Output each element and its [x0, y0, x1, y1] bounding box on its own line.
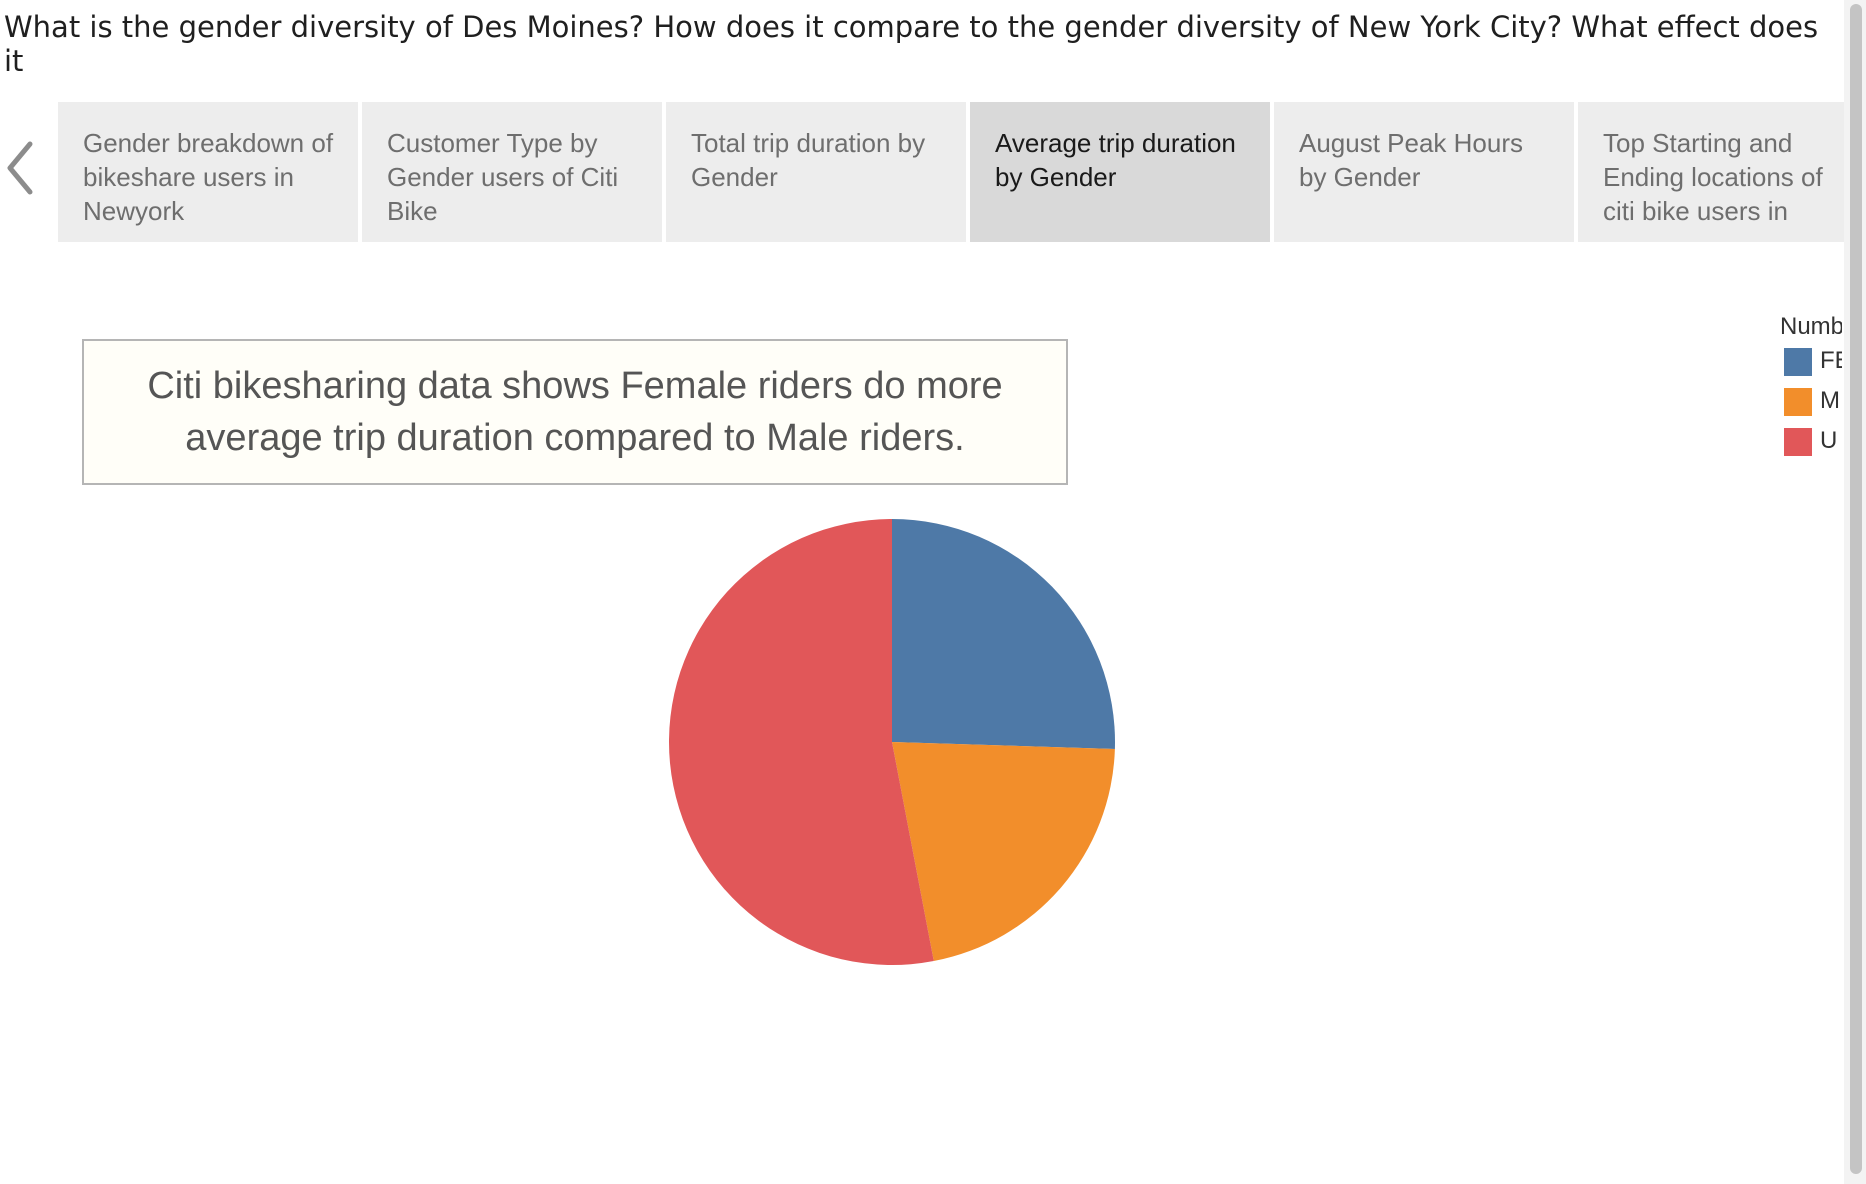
- pie-slice-u[interactable]: [668, 519, 934, 965]
- caption-box: Citi bikesharing data shows Female rider…: [82, 339, 1068, 485]
- scrollbar-thumb[interactable]: [1850, 4, 1862, 1174]
- legend-label: M: [1820, 387, 1840, 414]
- legend-label: FE: [1820, 347, 1842, 374]
- tab-label: August Peak Hours by Gender: [1299, 128, 1524, 192]
- chevron-left-icon: [7, 141, 33, 195]
- legend-swatch: [1784, 388, 1812, 416]
- tab-total-trip-duration[interactable]: Total trip duration by Gender: [666, 102, 966, 242]
- pie-slice-m[interactable]: [892, 742, 1115, 962]
- legend-label: U: [1820, 427, 1838, 454]
- tab-customer-type[interactable]: Customer Type by Gender users of Citi Bi…: [362, 102, 662, 242]
- story-title: What is the gender diversity of Des Moin…: [4, 10, 1819, 80]
- legend-swatch: [1784, 348, 1812, 376]
- story-tabs: Gender breakdown of bikeshare users in N…: [58, 102, 1844, 242]
- vertical-scrollbar[interactable]: [1844, 0, 1866, 1184]
- tab-gender-breakdown[interactable]: Gender breakdown of bikeshare users in N…: [58, 102, 358, 242]
- pie-slice-fe[interactable]: [892, 519, 1115, 750]
- tab-label: Top Starting and Ending locations of cit…: [1603, 128, 1823, 226]
- tab-label: Average trip duration by Gender: [995, 128, 1236, 192]
- tab-august-peak-hours[interactable]: August Peak Hours by Gender: [1274, 102, 1574, 242]
- tab-label: Gender breakdown of bikeshare users in N…: [83, 128, 334, 226]
- legend-title: Numb: [1780, 313, 1842, 340]
- previous-tab-button[interactable]: [0, 138, 48, 206]
- legend: Numb FE M U: [1760, 305, 1842, 475]
- tab-label: Total trip duration by Gender: [691, 128, 926, 192]
- tab-top-locations[interactable]: Top Starting and Ending locations of cit…: [1578, 102, 1844, 242]
- tab-average-trip-duration[interactable]: Average trip duration by Gender: [970, 102, 1270, 242]
- caption-text: Citi bikesharing data shows Female rider…: [147, 365, 1003, 459]
- pie-chart: [668, 519, 1115, 965]
- tab-label: Customer Type by Gender users of Citi Bi…: [387, 128, 619, 226]
- legend-swatch: [1784, 428, 1812, 456]
